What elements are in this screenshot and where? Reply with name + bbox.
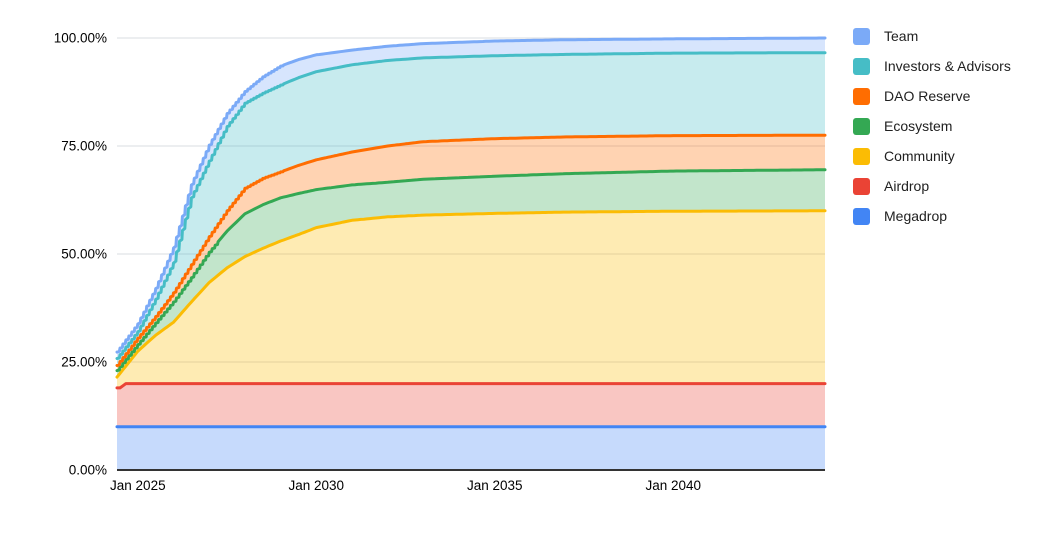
y-axis-tick-label: 0.00%	[69, 463, 107, 478]
team-color-swatch-icon	[853, 28, 870, 45]
legend-item-team[interactable]: Team	[853, 28, 1011, 45]
area-airdrop	[117, 383, 825, 427]
line-ecosystem	[115, 168, 827, 373]
megadrop-color-swatch-icon	[853, 208, 870, 225]
legend-item-investors-advisors[interactable]: Investors & Advisors	[853, 58, 1011, 75]
ecosystem-color-swatch-icon	[853, 118, 870, 135]
legend-item-ecosystem[interactable]: Ecosystem	[853, 118, 1011, 135]
community-color-swatch-icon	[853, 148, 870, 165]
legend-label: Team	[884, 28, 919, 44]
y-axis-tick-label: 25.00%	[61, 355, 107, 370]
legend-item-dao-reserve[interactable]: DAO Reserve	[853, 88, 1011, 105]
legend-label: Ecosystem	[884, 118, 953, 134]
legend-label: Airdrop	[884, 178, 930, 194]
legend-label: DAO Reserve	[884, 88, 971, 104]
dao-reserve-color-swatch-icon	[853, 88, 870, 105]
y-axis-tick-label: 75.00%	[61, 139, 107, 154]
line-airdrop	[115, 382, 827, 390]
legend-label: Community	[884, 148, 955, 164]
legend-label: Investors & Advisors	[884, 58, 1011, 74]
x-axis-tick-label: Jan 2040	[646, 478, 702, 493]
legend-item-community[interactable]: Community	[853, 148, 1011, 165]
area-community	[117, 210, 825, 388]
line-investors-advisors	[115, 51, 827, 360]
line-team	[115, 36, 827, 354]
chart-legend: Team Investors & Advisors DAO Reserve Ecosy…	[853, 28, 1011, 238]
airdrop-color-swatch-icon	[853, 178, 870, 195]
y-axis-tick-label: 50.00%	[61, 247, 107, 262]
area-megadrop	[117, 426, 825, 470]
x-axis-tick-label: Jan 2035	[467, 478, 523, 493]
line-dao-reserve	[115, 133, 827, 367]
y-axis-tick-label: 100.00%	[54, 31, 107, 46]
legend-item-megadrop[interactable]: Megadrop	[853, 208, 1011, 225]
investors-advisors-color-swatch-icon	[853, 58, 870, 75]
area-ecosystem	[117, 169, 825, 378]
area-investors-advisors	[117, 52, 825, 366]
x-axis-tick-label: Jan 2030	[289, 478, 345, 493]
legend-label: Megadrop	[884, 208, 948, 224]
line-community	[115, 209, 827, 379]
legend-item-airdrop[interactable]: Airdrop	[853, 178, 1011, 195]
x-axis-tick-label: Jan 2025	[110, 478, 166, 493]
